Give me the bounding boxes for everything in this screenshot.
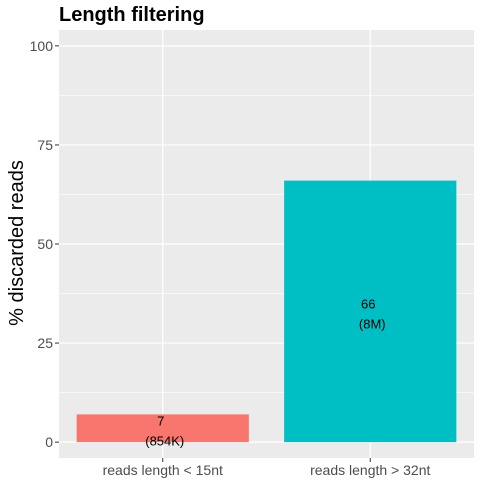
y-tick-label: 75 [37,137,53,153]
chart-title: Length filtering [59,4,205,26]
y-tick-label: 100 [30,38,54,54]
bar-value-label: 66 [361,296,375,311]
bar [76,414,249,443]
bar-value-label: 7 [157,413,164,428]
y-axis-label: % discarded reads [6,160,28,326]
bar-count-label: (854K) [145,433,184,448]
y-tick-label: 50 [37,236,53,252]
y-tick-label: 25 [37,335,53,351]
x-tick-label: reads length < 15nt [103,462,223,478]
x-tick-label: reads length > 32nt [310,462,430,478]
bar-count-label: (8M) [359,316,386,331]
bar [284,180,457,443]
y-tick-label: 0 [45,434,53,450]
